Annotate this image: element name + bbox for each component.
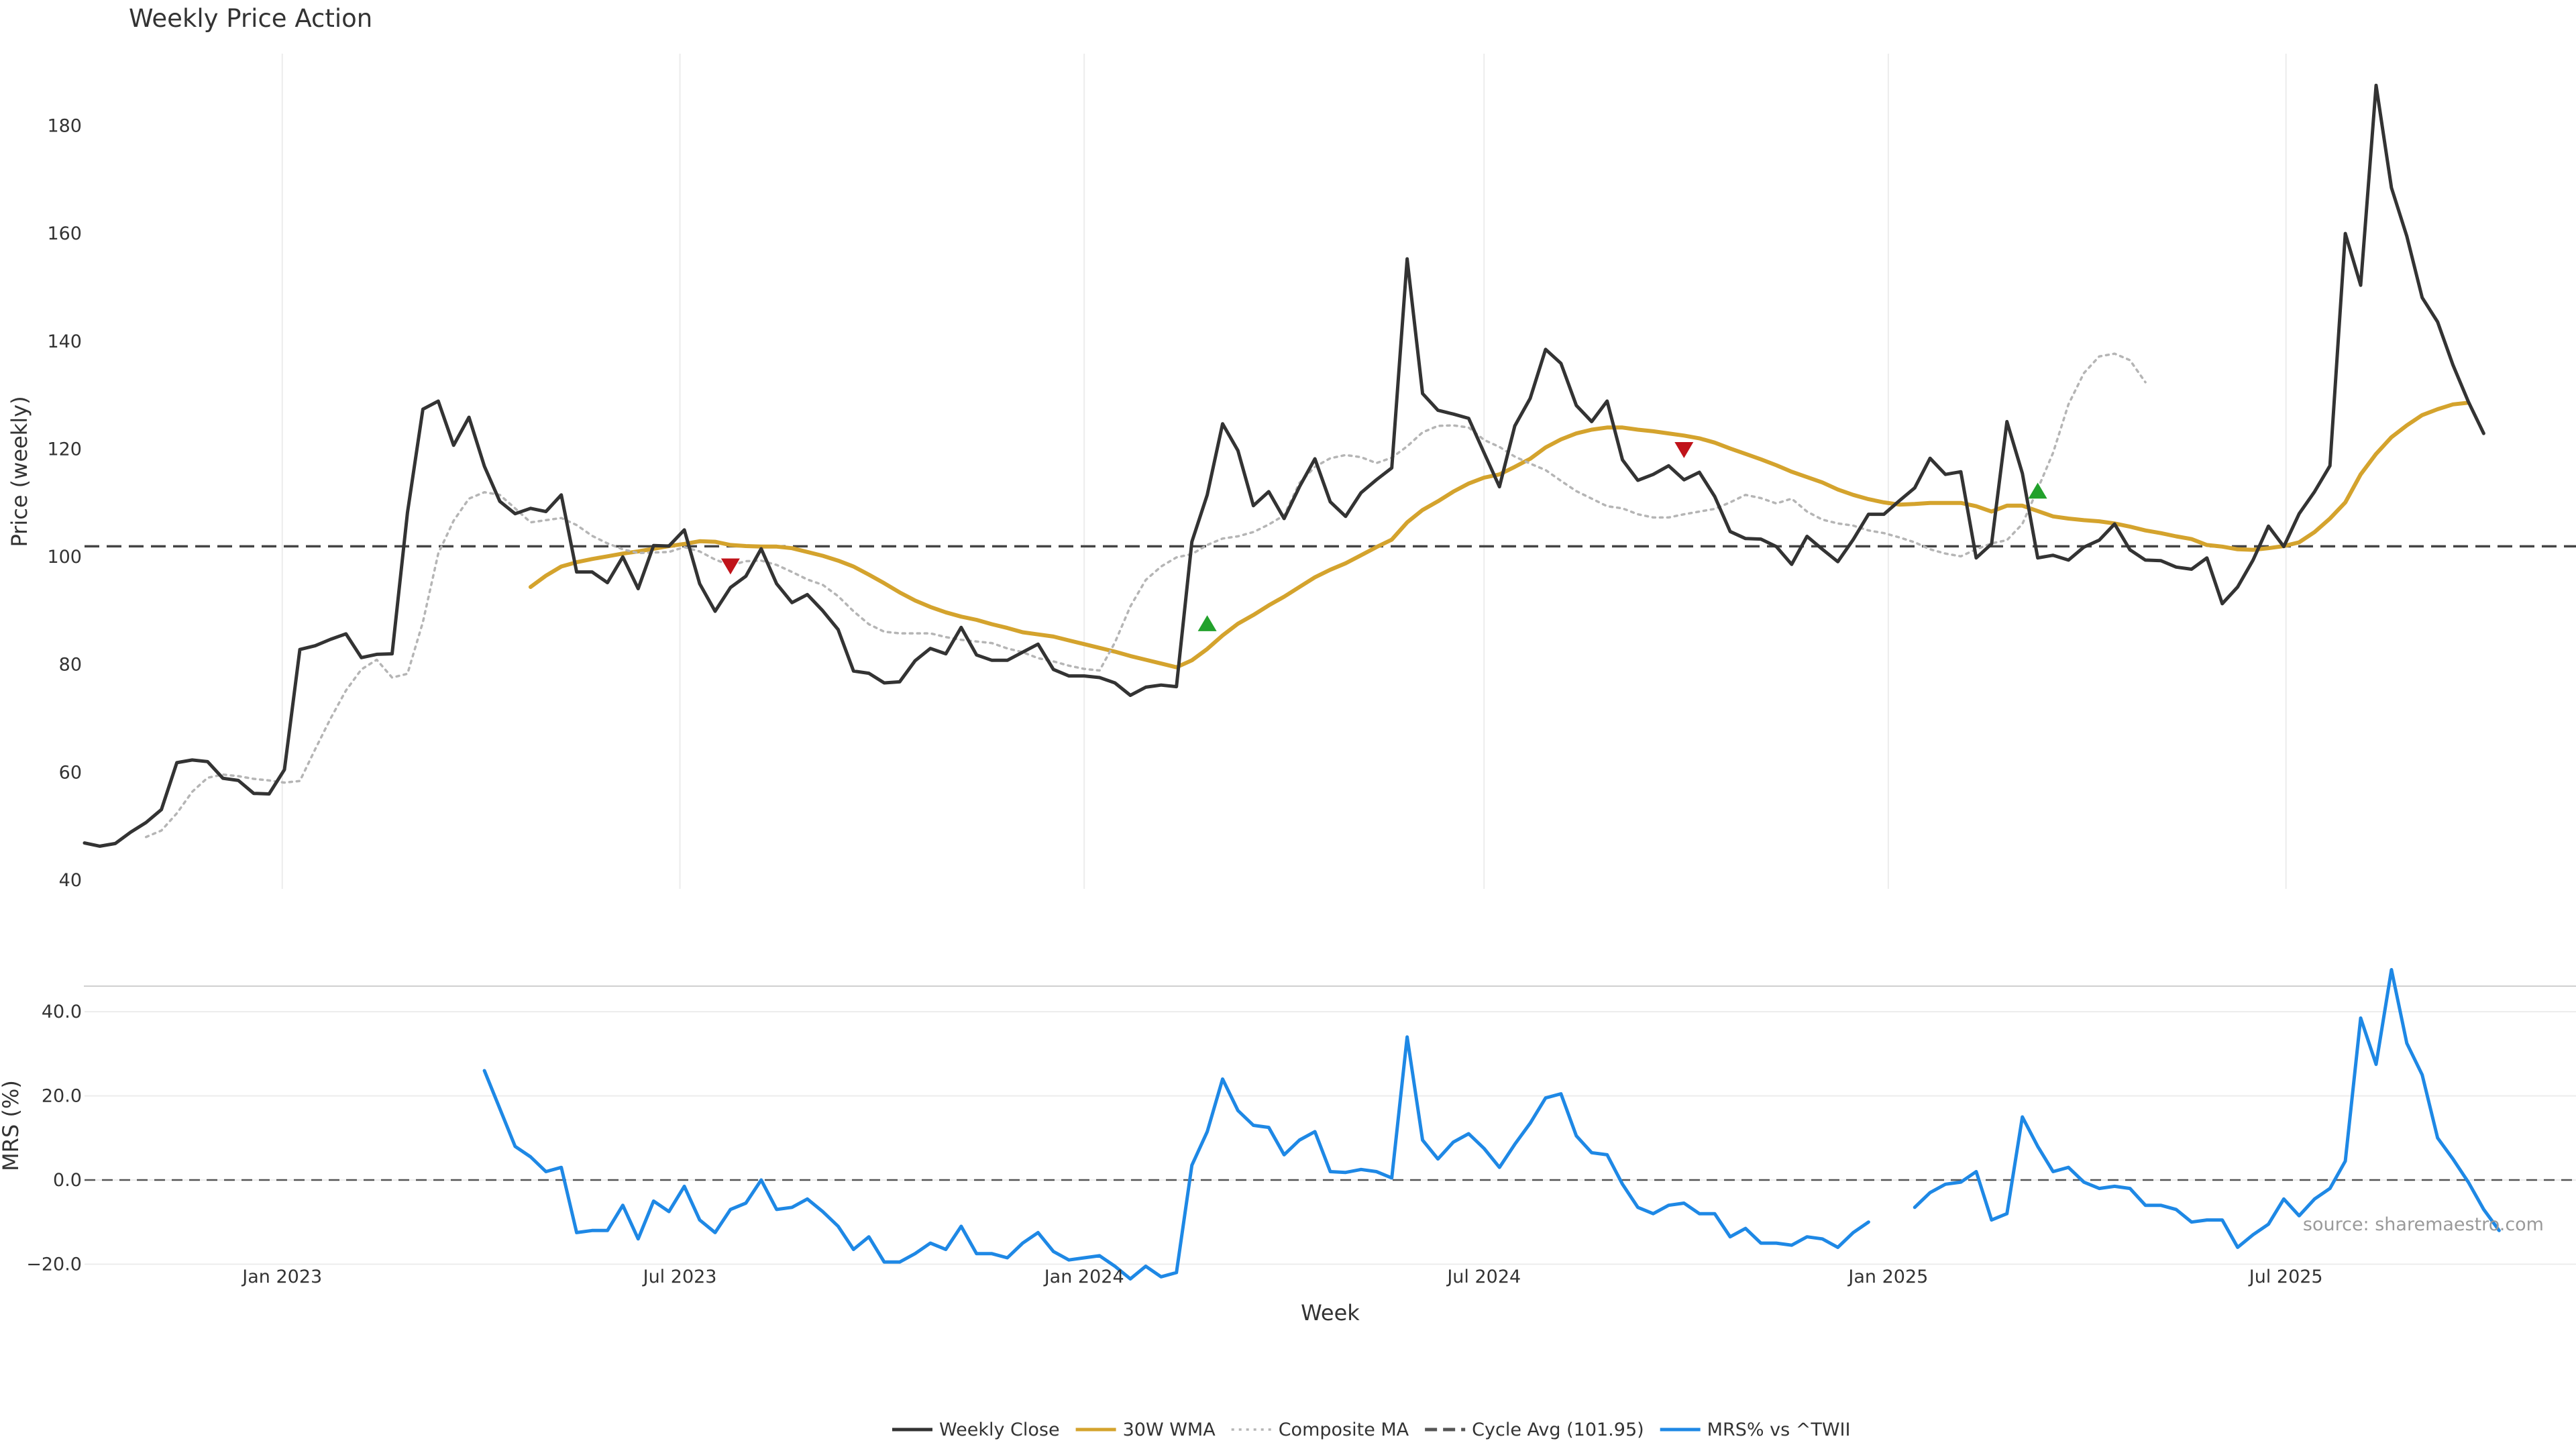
series-weekly-close xyxy=(83,83,2485,848)
price-y-axis-title: Price (weekly) xyxy=(7,396,32,547)
sell-signal-marker-0 xyxy=(720,558,740,575)
x-tick-3: Jul 2024 xyxy=(1446,1267,1521,1287)
x-tick-1: Jul 2023 xyxy=(642,1267,717,1287)
price-ytick-0: 40 xyxy=(59,870,82,891)
legend-label-3: Cycle Avg (101.95) xyxy=(1472,1419,1644,1440)
price-ytick-7: 180 xyxy=(47,115,82,136)
signal-markers xyxy=(720,442,2047,631)
x-tick-0: Jan 2023 xyxy=(241,1267,322,1287)
price-series-group xyxy=(83,83,2485,848)
x-tick-4: Jan 2025 xyxy=(1847,1267,1928,1287)
price-gridlines xyxy=(281,54,2287,889)
x-tick-5: Jul 2025 xyxy=(2248,1267,2323,1287)
series-30w-wma xyxy=(528,400,2471,669)
series-mrs-segment-0 xyxy=(482,1035,1870,1281)
mrs-gridlines xyxy=(85,1011,2576,1265)
price-ytick-1: 60 xyxy=(59,762,82,783)
chart-title: Weekly Price Action xyxy=(129,4,372,33)
sell-signal-marker-2 xyxy=(1674,442,1694,458)
legend-label-2: Composite MA xyxy=(1279,1419,1409,1440)
price-ytick-2: 80 xyxy=(59,655,82,676)
buy-signal-marker-1 xyxy=(1197,615,1217,631)
mrs-y-axis-title: MRS (%) xyxy=(0,1080,23,1171)
x-axis-title: Week xyxy=(1301,1300,1360,1326)
mrs-ytick-1: 0.0 xyxy=(53,1170,82,1191)
legend-label-4: MRS% vs ^TWII xyxy=(1707,1419,1851,1440)
mrs-y-ticks: −20.0 0.0 20.0 40.0 xyxy=(26,1002,82,1275)
price-ytick-6: 160 xyxy=(47,223,82,244)
price-y-ticks: 40 60 80 100 120 140 160 180 xyxy=(47,115,82,891)
buy-signal-marker-3 xyxy=(2028,482,2047,499)
legend-label-0: Weekly Close xyxy=(939,1419,1060,1440)
mrs-series-group xyxy=(482,968,2501,1281)
mrs-ytick-3: 40.0 xyxy=(42,1002,82,1022)
legend-label-1: 30W WMA xyxy=(1123,1419,1216,1440)
x-axis-ticks: Jan 2023 Jul 2023 Jan 2024 Jul 2024 Jan 2025… xyxy=(241,1267,2322,1287)
series-composite-ma xyxy=(144,352,2147,839)
series-mrs-segment-1 xyxy=(1913,968,2501,1249)
price-ytick-5: 140 xyxy=(47,331,82,352)
mrs-ytick-2: 20.0 xyxy=(42,1086,82,1107)
source-credit: source: sharemaestro.com xyxy=(2303,1214,2544,1235)
mrs-ytick-0: −20.0 xyxy=(26,1254,82,1275)
chart-legend: Weekly Close 30W WMA Composite MA Cycle Avg… xyxy=(892,1419,1850,1440)
price-ytick-4: 120 xyxy=(47,439,82,460)
price-ytick-3: 100 xyxy=(47,547,82,568)
x-tick-2: Jan 2024 xyxy=(1043,1267,1124,1287)
